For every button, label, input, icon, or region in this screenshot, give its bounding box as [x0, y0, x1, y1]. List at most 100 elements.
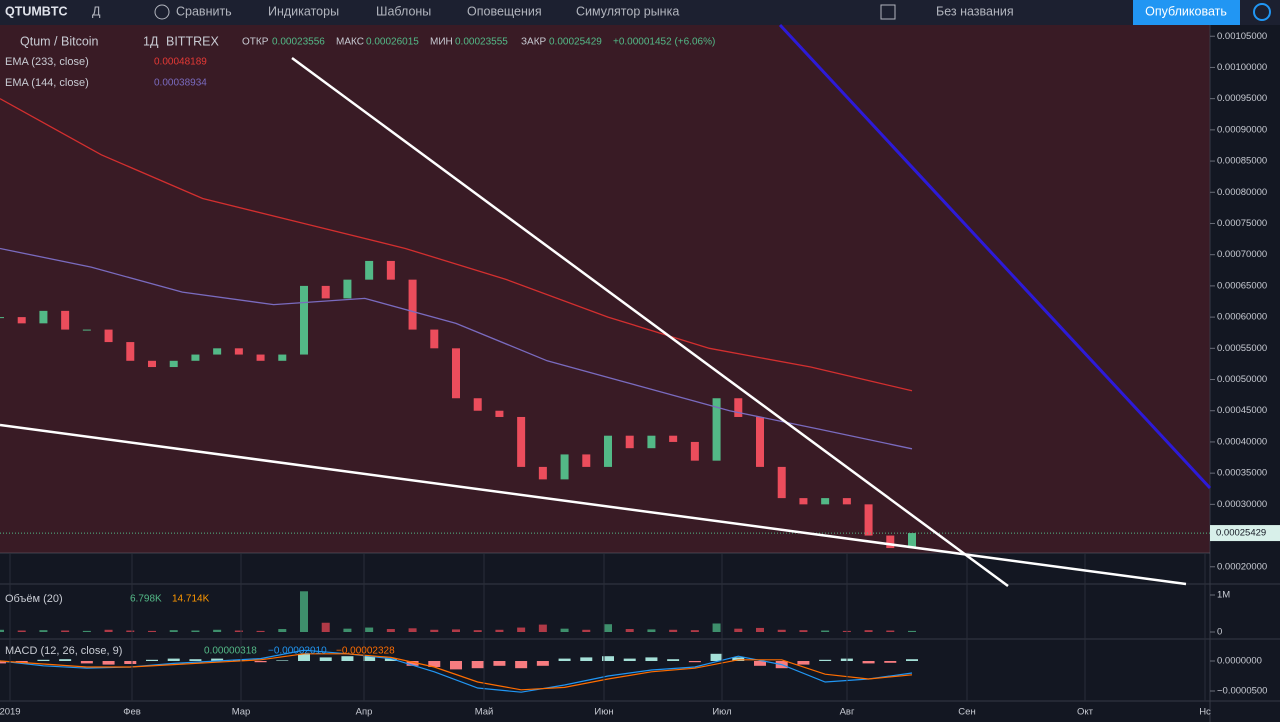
alerts[interactable]: Оповещения: [467, 4, 542, 18]
volume-bar: [365, 627, 374, 632]
volume-bar: [191, 630, 200, 632]
volume-bar: [473, 630, 482, 632]
publish-button[interactable]: [1133, 0, 1240, 25]
candle: [473, 398, 482, 411]
macd-hist: [536, 661, 549, 666]
macd-hist: [363, 655, 376, 661]
macd-hist: [602, 656, 614, 661]
symbol[interactable]: QTUMBTC: [5, 4, 68, 18]
macd-hist: [341, 656, 354, 661]
volume-bar: [278, 629, 287, 632]
candle: [864, 504, 873, 536]
time-label: Нс: [1199, 707, 1211, 718]
volume-bar: [690, 630, 699, 632]
toolbar: [0, 0, 1280, 25]
price-tick-label: 0.00045000: [1217, 405, 1267, 416]
volume-value: 6.798K: [130, 594, 162, 605]
volume-bar: [625, 629, 634, 632]
price-tick-label: 0.00080000: [1217, 187, 1267, 198]
layout-icon: [880, 4, 896, 20]
interval[interactable]: Д: [92, 4, 101, 18]
last-price-label: 0.00025429: [1216, 528, 1266, 539]
time-label: Авг: [840, 707, 855, 718]
candle: [278, 354, 287, 361]
candle: [734, 398, 743, 417]
last-price-box: [1210, 525, 1280, 542]
volume-bar: [321, 622, 330, 632]
compare[interactable]: Сравнить: [176, 4, 232, 18]
price-tick-label: 0.00095000: [1217, 93, 1267, 104]
volume-bar: [647, 629, 656, 632]
compare-icon: [154, 4, 170, 20]
macd-hist: [298, 653, 310, 661]
volume-bar: [17, 630, 26, 632]
candle: [582, 454, 591, 467]
volume-bar: [517, 627, 526, 632]
volume-bar: [669, 629, 678, 632]
layout-name[interactable]: Без названия: [936, 4, 1014, 18]
legend-open: 0.00023556: [272, 37, 325, 48]
candle: [300, 285, 308, 355]
volume-bar: [777, 629, 786, 632]
macd-hist: [580, 657, 593, 661]
candle: [886, 535, 895, 549]
templates[interactable]: Шаблоны: [376, 4, 431, 18]
volume-bar: [148, 630, 156, 632]
legend-interval: 1Д: [143, 34, 159, 48]
indicators[interactable]: Индикаторы: [268, 4, 339, 18]
candle: [690, 441, 699, 461]
price-tick-label: 0.00060000: [1217, 312, 1267, 323]
volume-bar: [864, 630, 873, 632]
price-tick-label: 0.00050000: [1217, 374, 1267, 385]
candle: [17, 317, 26, 324]
volume-bar: [821, 630, 830, 632]
candle: [821, 498, 830, 505]
publish[interactable]: Опубликовать: [1145, 4, 1227, 18]
macd-hist: [645, 657, 658, 661]
price-tick-label: 0.00055000: [1217, 343, 1267, 354]
volume-bar: [430, 629, 439, 632]
macd-hist: [406, 661, 419, 666]
candle: [452, 348, 460, 399]
candle: [39, 310, 48, 324]
legend-close: 0.00025429: [549, 37, 602, 48]
macd-hist: [493, 661, 506, 666]
macd-hist: [688, 661, 701, 663]
candle: [517, 416, 526, 467]
price-tick-label: 0.00035000: [1217, 468, 1267, 479]
price-tick-label: 0.00065000: [1217, 280, 1267, 291]
price-tick-label: 0.0000000: [1217, 656, 1262, 667]
macd-line: [0, 649, 913, 693]
volume-bar: [582, 629, 591, 632]
candle: [647, 435, 656, 449]
candle: [908, 533, 916, 549]
price-tick-label: 1M: [1217, 590, 1230, 601]
macd-hist: [623, 658, 636, 661]
time-label: Фев: [123, 707, 141, 718]
candle: [604, 435, 612, 467]
candle: [430, 329, 439, 349]
channel-line: [778, 23, 1212, 490]
candle: [104, 329, 113, 343]
candle: [169, 360, 178, 368]
candle: [625, 435, 634, 449]
replay[interactable]: Симулятор рынка: [576, 4, 679, 18]
macd-hist: [254, 661, 267, 663]
volume-bar: [799, 630, 808, 632]
volume-bar: [213, 629, 222, 632]
macd-hist: [59, 659, 72, 661]
volume-bar: [452, 629, 460, 632]
macd-hist: [124, 661, 137, 664]
volume-bar: [343, 628, 352, 632]
macd-hist: [797, 661, 810, 665]
candle: [126, 342, 135, 361]
ema-value: 0.00038934: [154, 78, 207, 89]
macd-hist: [80, 661, 93, 664]
ema-value: 0.00048189: [154, 57, 207, 68]
volume-bar: [39, 630, 48, 632]
candle: [799, 498, 808, 505]
macd-hist: [102, 661, 115, 665]
candle: [495, 410, 504, 417]
candle: [712, 398, 721, 461]
